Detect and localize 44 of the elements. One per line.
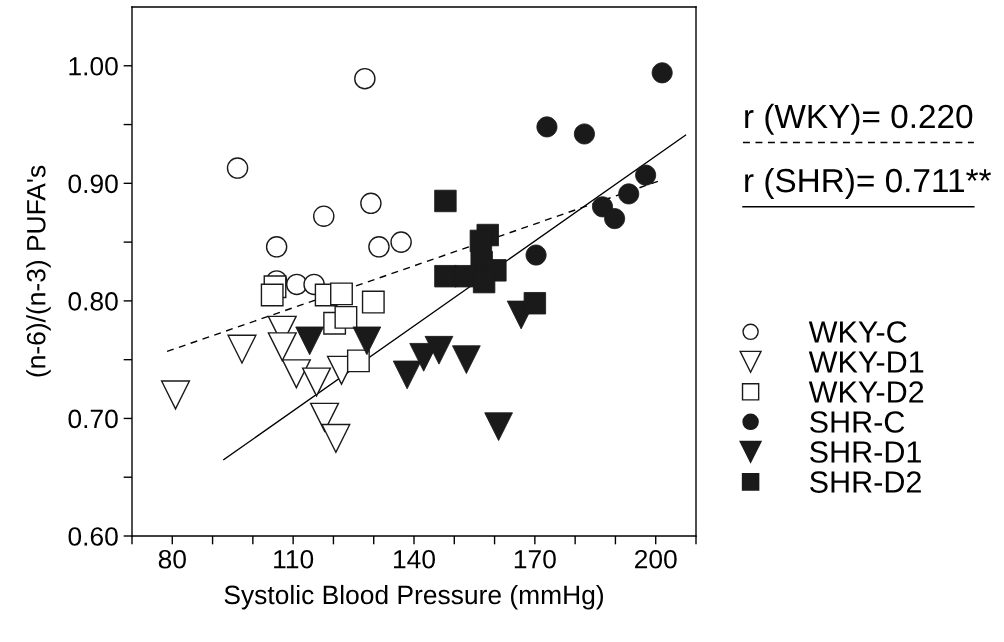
point xyxy=(160,380,191,410)
point xyxy=(267,332,297,362)
point xyxy=(346,349,370,373)
text: r (WKY)= 0.220 xyxy=(745,103,973,135)
point xyxy=(361,290,385,314)
point xyxy=(354,67,376,90)
x-tick-label: 80 xyxy=(158,549,186,569)
point xyxy=(260,283,284,307)
y-tick-label: 0.90 xyxy=(68,174,118,194)
x-tick-label: 140 xyxy=(394,549,435,569)
point xyxy=(226,157,249,179)
point xyxy=(330,282,353,306)
legend-label: SHR-D2 xyxy=(810,471,921,493)
legend-label: WKY-D2 xyxy=(808,381,924,403)
legend-label: WKY-C xyxy=(808,321,907,343)
legend-label: SHR-C xyxy=(810,411,905,433)
point xyxy=(301,367,332,397)
point xyxy=(604,208,626,230)
point xyxy=(523,292,547,315)
y-tick-label: 1.00 xyxy=(69,56,118,76)
point xyxy=(286,273,308,296)
point xyxy=(424,335,454,365)
point xyxy=(312,205,335,228)
x-tick-label: 110 xyxy=(274,549,314,569)
y-tick-label: 0.60 xyxy=(68,527,118,546)
point xyxy=(360,192,382,215)
point xyxy=(281,359,311,389)
point xyxy=(265,236,288,258)
point xyxy=(334,305,358,329)
point xyxy=(368,236,390,258)
y-tick-label: 0.80 xyxy=(68,292,118,311)
x-tick-label: 170 xyxy=(514,549,556,569)
point xyxy=(321,423,351,454)
text: r (SHR)= 0.711** xyxy=(745,167,992,199)
point xyxy=(390,231,412,253)
y-tick-label: 0.70 xyxy=(68,409,118,429)
legend-label: WKY-D1 xyxy=(808,351,924,373)
y-axis-title: (n-6)/(n-3) PUFA's xyxy=(26,165,51,377)
x-axis-title: Systolic Blood Pressure (mmHg) xyxy=(224,584,604,610)
point xyxy=(309,402,340,432)
point xyxy=(536,116,558,138)
point xyxy=(227,334,257,364)
x-tick-label: 200 xyxy=(635,549,677,569)
legend-label: SHR-D1 xyxy=(810,441,921,463)
